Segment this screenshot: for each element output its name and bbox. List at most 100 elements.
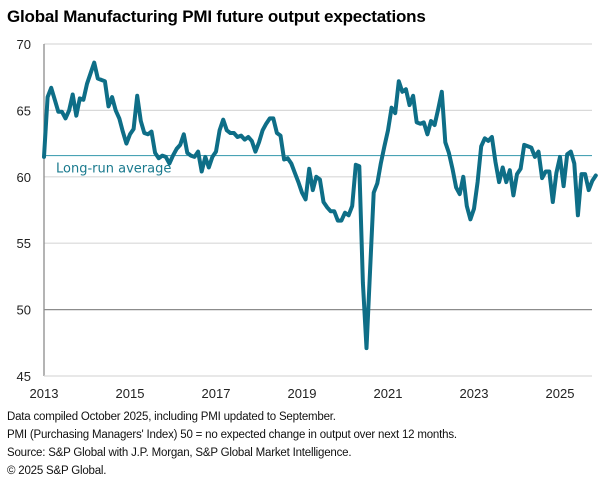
data-point: [222, 118, 225, 121]
data-point: [369, 268, 372, 271]
data-point: [401, 90, 404, 93]
data-point: [437, 108, 440, 111]
data-point: [469, 218, 472, 221]
data-point: [186, 151, 189, 154]
data-point: [551, 201, 554, 204]
data-point: [68, 109, 71, 112]
data-point: [329, 210, 332, 213]
data-point: [544, 170, 547, 173]
data-point: [340, 219, 343, 222]
data-point: [404, 88, 407, 91]
data-point: [394, 112, 397, 115]
y-tick-label-70: 70: [17, 37, 31, 52]
x-tick-label-2017: 2017: [202, 386, 231, 401]
data-point: [164, 155, 167, 158]
data-point: [111, 96, 114, 99]
data-point: [232, 132, 235, 135]
data-point: [365, 347, 368, 350]
data-point: [508, 169, 511, 172]
data-point: [150, 130, 153, 133]
data-point: [82, 98, 85, 101]
data-point: [376, 182, 379, 185]
data-point: [114, 109, 117, 112]
data-point: [476, 181, 479, 184]
data-point: [132, 128, 135, 131]
data-point: [146, 133, 149, 136]
data-point: [455, 186, 458, 189]
data-point: [451, 167, 454, 170]
data-point: [46, 96, 49, 99]
data-point: [347, 214, 350, 217]
data-point: [559, 155, 562, 158]
data-point: [412, 94, 415, 97]
data-point: [283, 158, 286, 161]
footnote-source: Source: S&P Global with J.P. Morgan, S&P…: [7, 447, 352, 459]
data-point: [354, 163, 357, 166]
data-point: [473, 207, 476, 210]
data-point: [50, 86, 53, 89]
data-point: [125, 142, 128, 145]
data-point: [168, 162, 171, 165]
x-tick-label-2015: 2015: [116, 386, 145, 401]
data-point: [487, 139, 490, 142]
data-point: [179, 143, 182, 146]
data-point: [143, 132, 146, 135]
series-line-future-output-expectations: [42, 60, 598, 351]
data-point: [161, 154, 164, 157]
data-point: [53, 98, 56, 101]
x-tick-label-2025: 2025: [546, 386, 575, 401]
y-tick-label-45: 45: [17, 369, 31, 384]
data-point: [336, 219, 339, 222]
data-point: [465, 205, 468, 208]
data-point: [372, 191, 375, 194]
data-point: [297, 181, 300, 184]
data-point: [573, 162, 576, 165]
data-point: [250, 139, 253, 142]
data-point: [397, 80, 400, 83]
chart-footnotes: Data compiled October 2025, including PM…: [7, 408, 457, 480]
data-point: [243, 138, 246, 141]
data-point: [580, 173, 583, 176]
data-point: [75, 114, 78, 117]
x-tick-label-2023: 2023: [460, 386, 489, 401]
data-point: [71, 93, 74, 96]
data-point: [576, 214, 579, 217]
data-point: [566, 153, 569, 156]
data-point: [304, 198, 307, 201]
series-layer: [42, 60, 598, 351]
data-point: [587, 189, 590, 192]
data-point: [440, 90, 443, 93]
data-point: [326, 206, 329, 209]
data-point: [157, 157, 160, 160]
data-point: [103, 80, 106, 83]
data-point: [523, 143, 526, 146]
data-point: [64, 117, 67, 120]
data-point: [419, 122, 422, 125]
data-point: [254, 150, 257, 153]
data-point: [261, 129, 264, 132]
data-point: [447, 151, 450, 154]
data-point: [301, 191, 304, 194]
data-point: [311, 189, 314, 192]
footnote-data-compiled: Data compiled October 2025, including PM…: [7, 411, 336, 423]
data-point: [344, 211, 347, 214]
tick-labels: 45 50 55 60 65 70 2013 2015 2017 2019 2021 2023 2025: [17, 37, 575, 401]
data-point: [379, 162, 382, 165]
data-point: [60, 110, 63, 113]
data-point: [351, 205, 354, 208]
data-point: [526, 145, 529, 148]
data-point: [229, 132, 232, 135]
data-point: [383, 145, 386, 148]
data-point: [258, 141, 261, 144]
data-point: [308, 167, 311, 170]
data-point: [136, 94, 139, 97]
data-point: [569, 150, 572, 153]
y-tick-label-50: 50: [17, 303, 31, 318]
data-point: [358, 165, 361, 168]
data-point: [78, 97, 81, 100]
x-tick-label-2021: 2021: [374, 386, 403, 401]
data-point: [272, 117, 275, 120]
data-point: [211, 155, 214, 158]
data-point: [236, 136, 239, 139]
data-point: [322, 201, 325, 204]
